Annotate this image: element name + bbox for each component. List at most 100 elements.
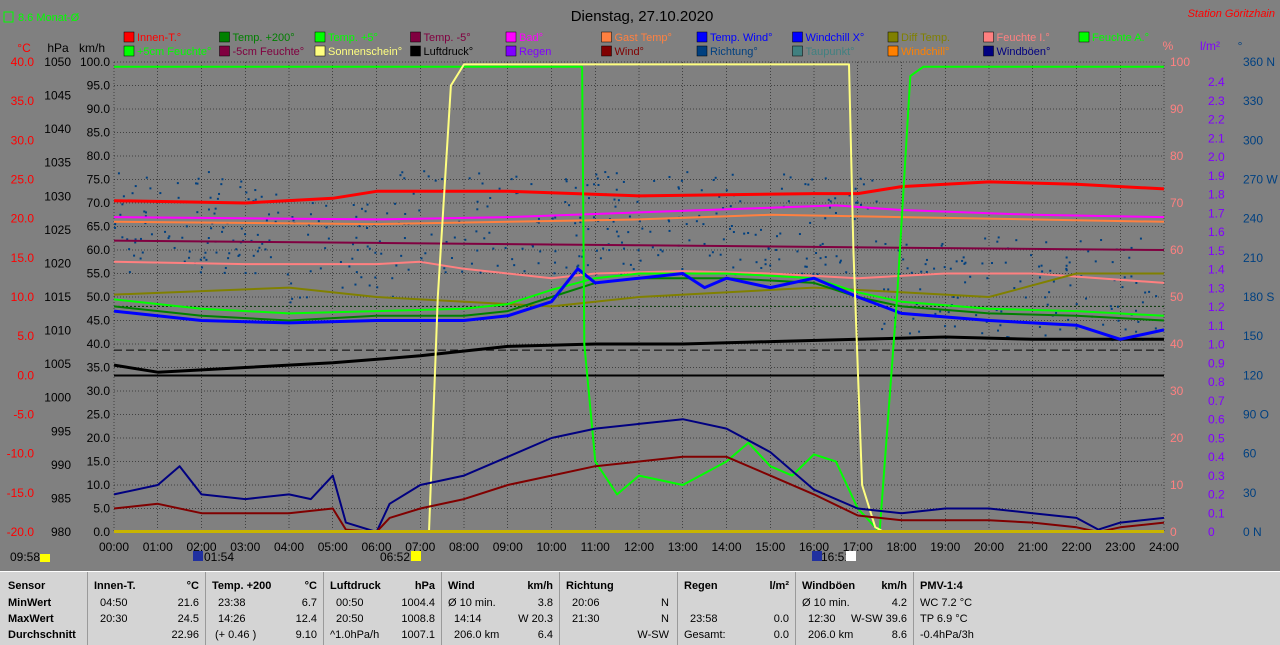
direction-point [834, 211, 837, 214]
direction-point [776, 235, 779, 238]
direction-point [824, 177, 827, 180]
legend-label: Temp. -5° [424, 32, 471, 44]
time-tick: 07:00 [405, 540, 435, 554]
direction-point [615, 172, 618, 175]
direction-point [290, 282, 293, 285]
direction-point [612, 220, 615, 223]
stats-label-min: MinWert [8, 597, 52, 609]
direction-point [1046, 303, 1049, 306]
moonset-icon [812, 551, 822, 561]
direction-point [668, 220, 671, 223]
percent-tick: 60 [1170, 243, 1184, 257]
temp200-max-time: 14:26 [218, 613, 246, 625]
time-tick: 16:00 [799, 540, 829, 554]
direction-point [925, 258, 928, 261]
direction-point [599, 257, 602, 260]
stats-luftdruck-col: Luftdruck hPa 00:50 1004.4 20:50 1008.8 … [323, 572, 442, 645]
direction-point [783, 173, 786, 176]
stats-pmv-col: PMV-1:4 WC 7.2 °C TP 6.9 °C -0.4hPa/3h [913, 572, 1013, 645]
monthly-average-checkbox[interactable] [3, 11, 14, 23]
legend-swatch [792, 45, 803, 57]
direction-point [859, 177, 862, 180]
direction-point [167, 237, 170, 240]
time-tick: 15:00 [755, 540, 785, 554]
time-tick: 12:00 [624, 540, 654, 554]
celsius-tick: 30.0 [11, 133, 35, 147]
direction-point [827, 198, 830, 201]
direction-point [739, 200, 742, 203]
rain-tick: 0.6 [1208, 413, 1225, 427]
direction-point [144, 211, 147, 214]
celsius-tick: -10.0 [7, 447, 35, 461]
richtung-title: Richtung [566, 580, 614, 592]
direction-point [981, 262, 984, 265]
time-tick: 02:00 [186, 540, 216, 554]
direction-point [680, 179, 683, 182]
hpa-tick: 1015 [44, 290, 71, 304]
windboeen-min-time: Ø 10 min. [802, 597, 850, 609]
direction-point [114, 226, 117, 229]
direction-point [796, 250, 799, 253]
rain-tick: 0.9 [1208, 356, 1225, 370]
time-tick: 19:00 [930, 540, 960, 554]
direction-point [141, 251, 144, 254]
direction-point [443, 267, 446, 270]
stats-regen-col: Regen l/m² 23:58 0.0 Gesamt: 0.0 [677, 572, 796, 645]
direction-point [317, 220, 320, 223]
direction-point [653, 179, 656, 182]
direction-point [221, 178, 224, 181]
kmh-tick: 25.0 [87, 408, 111, 422]
direction-point [564, 178, 567, 181]
series-line [113, 267, 1165, 341]
rain-tick: 1.3 [1208, 281, 1225, 295]
direction-point [883, 288, 886, 291]
direction-point [1052, 280, 1055, 283]
legend: Innen-T.° Temp. +200° Temp. +5° Temp. -5° Ba… [123, 31, 1149, 58]
direction-point [201, 266, 204, 269]
direction-point [483, 237, 486, 240]
time-tick: 05:00 [318, 540, 348, 554]
hpa-tick: 1035 [44, 156, 71, 170]
direction-point [523, 270, 526, 273]
direction-point [804, 183, 807, 186]
direction-point [754, 233, 757, 236]
direction-point [887, 288, 890, 291]
percent-tick: 100 [1170, 55, 1190, 69]
series-line [113, 277, 1165, 322]
direction-point [990, 262, 993, 265]
direction-point [254, 189, 257, 192]
kmh-tick: 100.0 [80, 55, 110, 69]
direction-point [1030, 254, 1033, 257]
direction-point [478, 172, 481, 175]
direction-point [1154, 327, 1157, 330]
innen-min-val: 21.6 [177, 597, 199, 609]
direction-point [910, 271, 913, 274]
direction-point [875, 240, 878, 243]
direction-point [632, 268, 635, 271]
direction-point [574, 186, 577, 189]
regen-max-time: 23:58 [690, 613, 718, 625]
series-line [114, 63, 1164, 533]
direction-point [1128, 256, 1131, 259]
direction-point [1075, 303, 1078, 306]
direction-point [964, 281, 967, 284]
series-line [113, 272, 1164, 308]
direction-point [368, 247, 371, 250]
legend-swatch [696, 45, 708, 57]
direction-point [391, 295, 394, 298]
direction-point [307, 223, 310, 226]
innen-max-val: 24.5 [177, 613, 199, 625]
direction-point [875, 200, 878, 203]
sunset-label: 16:51 [821, 550, 851, 564]
direction-point [453, 236, 456, 239]
direction-point [513, 264, 516, 267]
stats-innen-col: Innen-T. °C 04:50 21.6 20:30 24.5 22.96 [87, 572, 206, 645]
direction-tick: 120 [1243, 368, 1263, 382]
legend-label: Temp. Wind° [710, 32, 772, 44]
direction-point [355, 236, 358, 239]
legend-label: Windchill X° [806, 32, 865, 44]
rain-tick: 1.0 [1208, 338, 1225, 352]
richtung-min-val: N [661, 597, 669, 609]
direction-tick: 30 [1243, 486, 1257, 500]
direction-point [712, 179, 715, 182]
